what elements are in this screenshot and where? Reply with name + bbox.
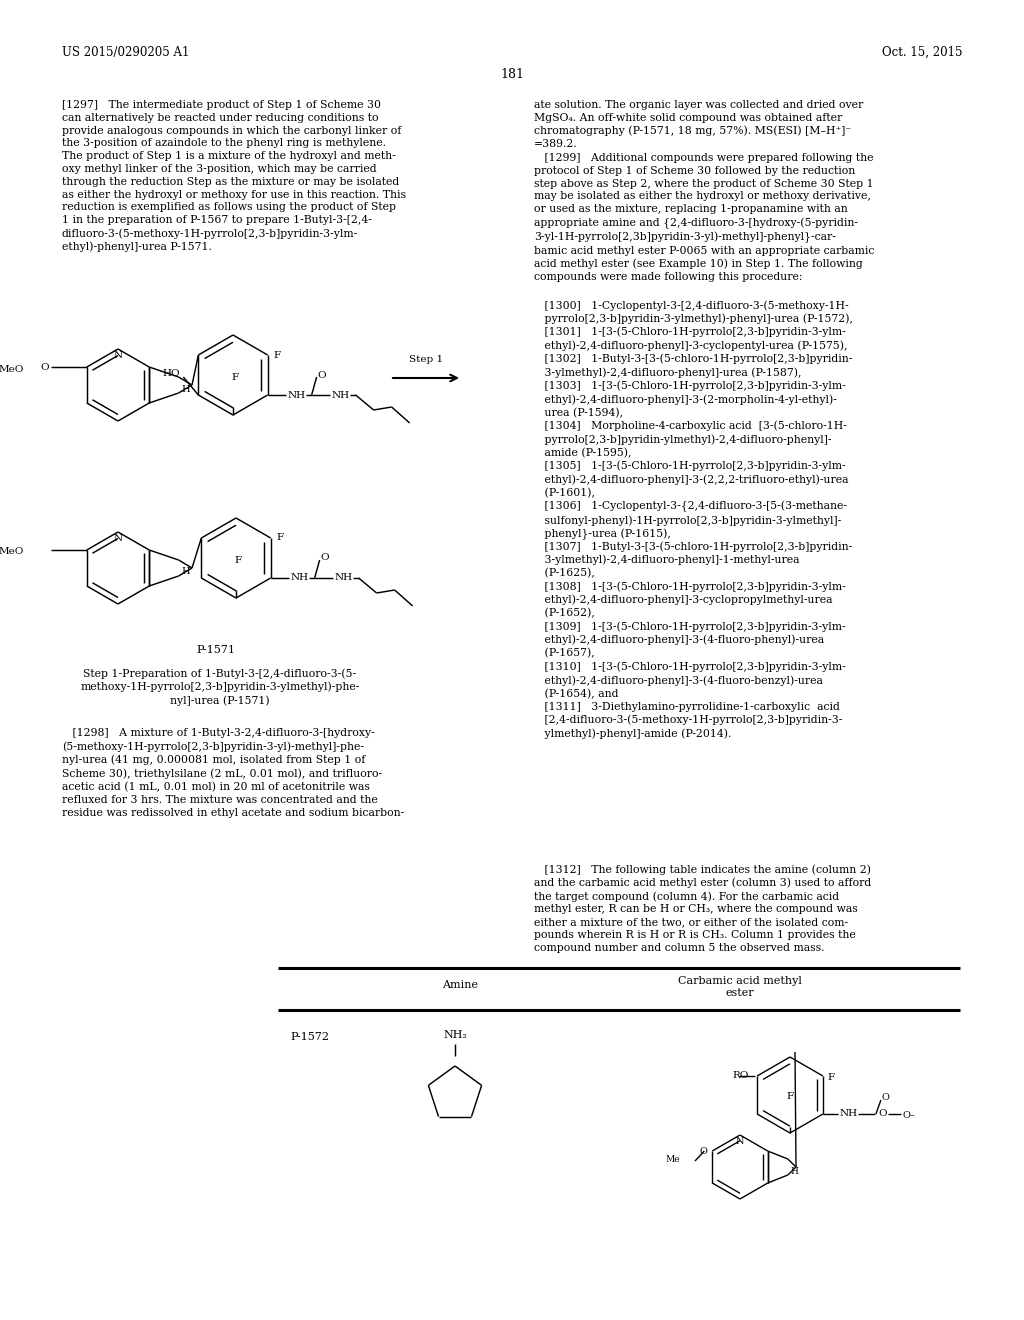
- Text: Amine: Amine: [442, 979, 478, 990]
- Text: [1302]   1-Butyl-3-[3-(5-chloro-1H-pyrrolo[2,3-b]pyridin-
   3-ylmethyl)-2,4-dif: [1302] 1-Butyl-3-[3-(5-chloro-1H-pyrrolo…: [534, 354, 852, 378]
- Text: O–: O–: [903, 1111, 915, 1121]
- Text: [1312]   The following table indicates the amine (column 2)
and the carbamic aci: [1312] The following table indicates the…: [534, 865, 871, 953]
- Text: F: F: [276, 533, 284, 543]
- Text: [1300]   1-Cyclopentyl-3-[2,4-difluoro-3-(5-methoxy-1H-
   pyrrolo[2,3-b]pyridin: [1300] 1-Cyclopentyl-3-[2,4-difluoro-3-(…: [534, 300, 853, 325]
- Text: NH: NH: [840, 1110, 858, 1118]
- Text: N: N: [736, 1137, 744, 1146]
- Text: [1308]   1-[3-(5-Chloro-1H-pyrrolo[2,3-b]pyridin-3-ylm-
   ethyl)-2,4-difluoro-p: [1308] 1-[3-(5-Chloro-1H-pyrrolo[2,3-b]p…: [534, 581, 846, 619]
- Text: [1305]   1-[3-(5-Chloro-1H-pyrrolo[2,3-b]pyridin-3-ylm-
   ethyl)-2,4-difluoro-p: [1305] 1-[3-(5-Chloro-1H-pyrrolo[2,3-b]p…: [534, 461, 849, 498]
- Text: N: N: [114, 351, 123, 360]
- Text: O: O: [878, 1110, 887, 1118]
- Text: Oct. 15, 2015: Oct. 15, 2015: [882, 46, 962, 59]
- Text: NH₂: NH₂: [443, 1030, 467, 1040]
- Text: MeO: MeO: [0, 548, 24, 557]
- Text: H: H: [181, 568, 190, 577]
- Text: F: F: [231, 374, 239, 381]
- Text: Carbamic acid methyl
ester: Carbamic acid methyl ester: [678, 975, 802, 998]
- Text: MeO: MeO: [0, 364, 24, 374]
- Text: [1297]   The intermediate product of Step 1 of Scheme 30
can alternatively be re: [1297] The intermediate product of Step …: [62, 100, 406, 252]
- Text: RO: RO: [733, 1072, 750, 1081]
- Text: NH: NH: [288, 391, 306, 400]
- Text: [1298]   A mixture of 1-Butyl-3-2,4-difluoro-3-[hydroxy-
(5-methoxy-1H-pyrrolo[2: [1298] A mixture of 1-Butyl-3-2,4-difluo…: [62, 729, 404, 817]
- Text: N: N: [114, 535, 123, 543]
- Text: O: O: [699, 1147, 708, 1155]
- Text: NH: NH: [335, 573, 352, 582]
- Text: NH: NH: [291, 573, 309, 582]
- Text: HO: HO: [163, 368, 180, 378]
- Text: 181: 181: [500, 69, 524, 81]
- Text: NH: NH: [332, 391, 350, 400]
- Text: [1311]   3-Diethylamino-pyrrolidine-1-carboxylic  acid
   [2,4-difluoro-3-(5-met: [1311] 3-Diethylamino-pyrrolidine-1-carb…: [534, 701, 843, 739]
- Text: ate solution. The organic layer was collected and dried over
MgSO₄. An off-white: ate solution. The organic layer was coll…: [534, 100, 863, 149]
- Text: [1306]   1-Cyclopentyl-3-{2,4-difluoro-3-[5-(3-methane-
   sulfonyl-phenyl)-1H-p: [1306] 1-Cyclopentyl-3-{2,4-difluoro-3-[…: [534, 502, 847, 540]
- Text: Step 1: Step 1: [409, 355, 443, 364]
- Text: P-1571: P-1571: [197, 645, 236, 655]
- Text: H: H: [181, 384, 190, 393]
- Text: [1303]   1-[3-(5-Chloro-1H-pyrrolo[2,3-b]pyridin-3-ylm-
   ethyl)-2,4-difluoro-p: [1303] 1-[3-(5-Chloro-1H-pyrrolo[2,3-b]p…: [534, 380, 846, 418]
- Text: Step 1-Preparation of 1-Butyl-3-[2,4-difluoro-3-(5-
methoxy-1H-pyrrolo[2,3-b]pyr: Step 1-Preparation of 1-Butyl-3-[2,4-dif…: [80, 668, 359, 706]
- Text: F: F: [828, 1073, 835, 1082]
- Text: [1301]   1-[3-(5-Chloro-1H-pyrrolo[2,3-b]pyridin-3-ylm-
   ethyl)-2,4-difluoro-p: [1301] 1-[3-(5-Chloro-1H-pyrrolo[2,3-b]p…: [534, 327, 848, 351]
- Text: [1299]   Additional compounds were prepared following the
protocol of Step 1 of : [1299] Additional compounds were prepare…: [534, 153, 874, 282]
- Text: [1309]   1-[3-(5-Chloro-1H-pyrrolo[2,3-b]pyridin-3-ylm-
   ethyl)-2,4-difluoro-p: [1309] 1-[3-(5-Chloro-1H-pyrrolo[2,3-b]p…: [534, 622, 846, 659]
- Text: [1310]   1-[3-(5-Chloro-1H-pyrrolo[2,3-b]pyridin-3-ylm-
   ethyl)-2,4-difluoro-p: [1310] 1-[3-(5-Chloro-1H-pyrrolo[2,3-b]p…: [534, 661, 846, 698]
- Text: [1307]   1-Butyl-3-[3-(5-chloro-1H-pyrrolo[2,3-b]pyridin-
   3-ylmethyl)-2,4-dif: [1307] 1-Butyl-3-[3-(5-chloro-1H-pyrrolo…: [534, 541, 852, 578]
- Text: F: F: [273, 351, 281, 359]
- Text: H: H: [791, 1167, 799, 1176]
- Text: F: F: [786, 1092, 794, 1101]
- Text: P-1572: P-1572: [290, 1032, 329, 1041]
- Text: [1304]   Morpholine-4-carboxylic acid  [3-(5-chloro-1H-
   pyrrolo[2,3-b]pyridin: [1304] Morpholine-4-carboxylic acid [3-(…: [534, 421, 847, 458]
- Text: Me: Me: [666, 1155, 680, 1163]
- Text: US 2015/0290205 A1: US 2015/0290205 A1: [62, 46, 189, 59]
- Text: O: O: [882, 1093, 890, 1102]
- Text: O: O: [321, 553, 330, 562]
- Text: F: F: [234, 556, 242, 565]
- Text: O: O: [317, 371, 327, 380]
- Text: O: O: [40, 363, 49, 371]
